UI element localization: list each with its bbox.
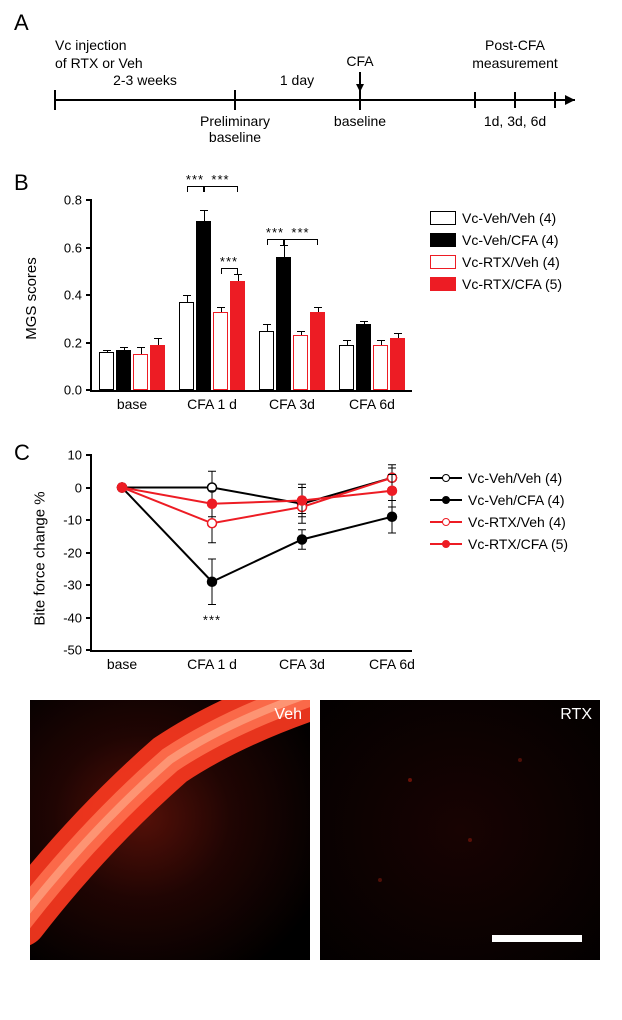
tl-interval2: 1 day (280, 72, 314, 88)
legend-label: Vc-Veh/CFA (4) (462, 232, 558, 248)
ytick-label: 0.0 (64, 383, 82, 398)
xtick-label: CFA 3d (269, 396, 315, 412)
panel-b-legend: Vc-Veh/Veh (4) Vc-Veh/CFA (4) Vc-RTX/Veh (… (430, 210, 562, 298)
tl-baseline: baseline (334, 113, 386, 129)
ytick-label: -50 (63, 643, 82, 658)
significance-stars: *** (211, 172, 229, 187)
xtick-label: CFA 1 d (187, 656, 237, 672)
tl-times: 1d, 3d, 6d (484, 113, 546, 129)
panel-d-label: D (14, 700, 30, 726)
legend-label: Vc-Veh/Veh (4) (468, 470, 562, 486)
ytick-label: 0.8 (64, 193, 82, 208)
ytick-label: 0.4 (64, 288, 82, 303)
bar (276, 257, 291, 390)
panel-b-barchart: B MGS scores 0.00.20.40.60.8baseCFA 1 dC… (10, 170, 612, 430)
significance-stars: *** (266, 225, 284, 240)
panel-c-linechart: C Bite force change % *** -50-40-30-20-1… (10, 440, 612, 690)
ytick-label: -10 (63, 513, 82, 528)
bar (179, 302, 194, 390)
panel-c-label: C (14, 440, 30, 466)
xtick-label: CFA 1 d (187, 396, 237, 412)
micrograph-veh: Veh (30, 700, 310, 960)
ytick-label: 0 (75, 480, 82, 495)
bar (196, 221, 211, 390)
svg-text:baseline: baseline (209, 129, 261, 145)
bar (390, 338, 405, 390)
ytick-label: -20 (63, 545, 82, 560)
xtick-label: base (107, 656, 137, 672)
legend-item: Vc-RTX/Veh (4) (430, 254, 562, 270)
bar (99, 352, 114, 390)
bar (356, 324, 371, 391)
tl-post-bottom: measurement (472, 55, 558, 71)
legend-item: Vc-RTX/CFA (5) (430, 276, 562, 292)
panel-a-label: A (14, 10, 29, 36)
ytick-label: 10 (68, 448, 82, 463)
panel-d-micrographs: D Veh (10, 700, 612, 980)
micrograph-rtx: RTX (320, 700, 600, 960)
tl-cfa: CFA (346, 53, 374, 69)
scale-bar (492, 935, 582, 942)
significance-stars: *** (220, 254, 238, 269)
significance-stars: *** (291, 225, 309, 240)
bar (310, 312, 325, 390)
bar (213, 312, 228, 390)
micrograph-veh-label: Veh (274, 706, 302, 724)
legend-item: Vc-Veh/CFA (4) (430, 492, 568, 508)
svg-text:***: *** (203, 613, 221, 628)
bar (150, 345, 165, 390)
tl-phase1-top: Vc injection (55, 37, 127, 53)
ytick-label: 0.2 (64, 335, 82, 350)
bar (339, 345, 354, 390)
timeline-svg: Vc injection of RTX or Veh 2-3 weeks 1 d… (45, 30, 605, 160)
ytick-label: -40 (63, 610, 82, 625)
svg-text:Preliminary: Preliminary (200, 113, 270, 129)
bar (133, 354, 148, 390)
tl-post-top: Post-CFA (485, 37, 546, 53)
xtick-label: base (117, 396, 147, 412)
legend-label: Vc-RTX/Veh (4) (462, 254, 560, 270)
panel-b-label: B (14, 170, 29, 196)
legend-item: Vc-RTX/CFA (5) (430, 536, 568, 552)
legend-item: Vc-RTX/Veh (4) (430, 514, 568, 530)
legend-label: Vc-Veh/Veh (4) (462, 210, 556, 226)
legend-item: Vc-Veh/CFA (4) (430, 232, 562, 248)
legend-label: Vc-RTX/CFA (5) (468, 536, 568, 552)
tl-interval1: 2-3 weeks (113, 72, 177, 88)
ytick-label: 0.6 (64, 240, 82, 255)
legend-item: Vc-Veh/Veh (4) (430, 210, 562, 226)
bar (259, 331, 274, 390)
line-chart-area: *** -50-40-30-20-10010baseCFA 1 dCFA 3dC… (90, 455, 412, 652)
legend-label: Vc-RTX/Veh (4) (468, 514, 566, 530)
bar (293, 335, 308, 390)
legend-label: Vc-Veh/CFA (4) (468, 492, 564, 508)
micrograph-rtx-label: RTX (560, 706, 592, 724)
xtick-label: CFA 6d (349, 396, 395, 412)
bar-chart-area: 0.00.20.40.60.8baseCFA 1 dCFA 3dCFA 6d**… (90, 200, 412, 392)
panel-a-timeline: A Vc injection of RTX or Veh 2-3 weeks 1… (10, 10, 612, 160)
panel-c-yaxis-title: Bite force change % (32, 489, 49, 629)
xtick-label: CFA 6d (369, 656, 415, 672)
ytick-label: -30 (63, 578, 82, 593)
panel-b-yaxis-title: MGS scores (23, 257, 40, 340)
legend-label: Vc-RTX/CFA (5) (462, 276, 562, 292)
bar (373, 345, 388, 390)
panel-c-legend: Vc-Veh/Veh (4) Vc-Veh/CFA (4) Vc-RTX/Veh (… (430, 470, 568, 558)
legend-item: Vc-Veh/Veh (4) (430, 470, 568, 486)
bar (116, 350, 131, 390)
xtick-label: CFA 3d (279, 656, 325, 672)
bar (230, 281, 245, 390)
tl-phase1-bottom: of RTX or Veh (55, 55, 143, 71)
line-svg: *** (92, 455, 412, 650)
significance-stars: *** (186, 172, 204, 187)
